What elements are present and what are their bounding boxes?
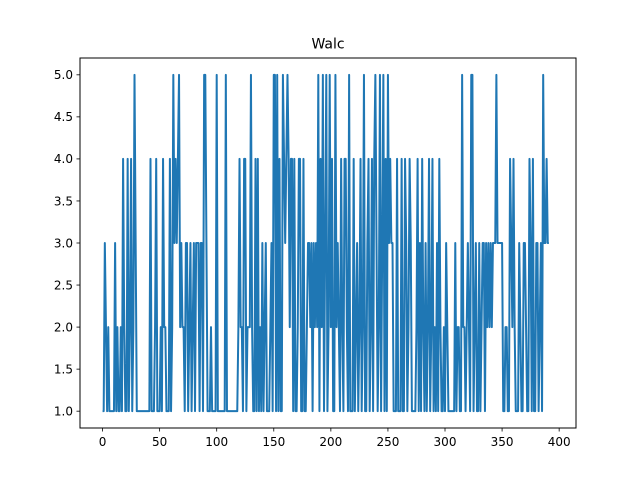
y-tick-label: 4.5 (54, 110, 73, 124)
y-tick-label: 1.0 (54, 404, 73, 418)
series-line (102, 73, 549, 413)
y-tick-label: 3.5 (54, 194, 73, 208)
x-tick-label: 350 (491, 435, 514, 449)
x-tick-label: 150 (262, 435, 285, 449)
x-tick-label: 100 (205, 435, 228, 449)
chart-title: Walc (311, 37, 344, 53)
y-tick-label: 2.5 (54, 278, 73, 292)
plot-frame (79, 57, 577, 429)
x-tick-label: 0 (99, 435, 107, 449)
y-tick-label: 5.0 (54, 68, 73, 82)
y-tick-label: 4.0 (54, 152, 73, 166)
x-tick-label: 400 (548, 435, 571, 449)
x-tick-label: 300 (434, 435, 457, 449)
x-tick-label: 50 (152, 435, 167, 449)
y-tick-label: 2.0 (54, 320, 73, 334)
y-axis-ticks: 1.0 1.5 2.0 2.5 3.0 3.5 4.0 4.5 5.0 (54, 68, 80, 418)
y-tick-label: 1.5 (54, 362, 73, 376)
x-tick-label: 250 (376, 435, 399, 449)
x-axis-ticks: 0 50 100 150 200 250 300 350 400 (99, 428, 571, 449)
x-tick-label: 200 (319, 435, 342, 449)
y-tick-label: 3.0 (54, 236, 73, 250)
